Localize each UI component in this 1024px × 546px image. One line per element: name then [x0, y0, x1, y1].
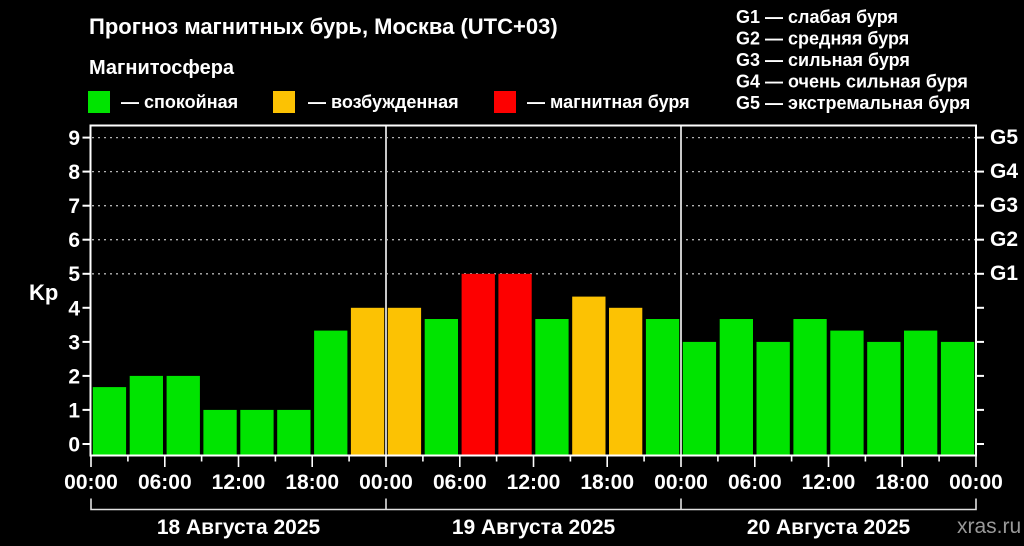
svg-text:5: 5 — [68, 263, 80, 286]
svg-text:— магнитная буря: — магнитная буря — [527, 92, 690, 112]
svg-text:06:00: 06:00 — [728, 471, 782, 494]
svg-text:Kp: Kp — [29, 280, 58, 305]
svg-text:0: 0 — [68, 434, 80, 457]
svg-text:06:00: 06:00 — [433, 471, 487, 494]
svg-text:18 Августа 2025: 18 Августа 2025 — [157, 516, 321, 539]
svg-text:2: 2 — [68, 365, 80, 388]
svg-text:12:00: 12:00 — [507, 471, 561, 494]
svg-text:— спокойная: — спокойная — [121, 92, 238, 112]
svg-text:— возбужденная: — возбужденная — [308, 92, 459, 112]
svg-text:12:00: 12:00 — [802, 471, 856, 494]
svg-text:00:00: 00:00 — [359, 471, 413, 494]
svg-text:7: 7 — [68, 195, 80, 218]
svg-text:00:00: 00:00 — [64, 471, 118, 494]
svg-text:G1 — слабая буря: G1 — слабая буря — [736, 7, 898, 27]
svg-text:G2: G2 — [990, 228, 1018, 251]
svg-text:1: 1 — [68, 399, 80, 422]
svg-text:8: 8 — [68, 161, 80, 184]
svg-text:G3 — сильная буря: G3 — сильная буря — [736, 50, 910, 70]
svg-text:G1: G1 — [990, 262, 1018, 285]
svg-text:G4: G4 — [990, 160, 1018, 183]
svg-text:Прогноз магнитных бурь, Москва: Прогноз магнитных бурь, Москва (UTC+03) — [89, 14, 558, 39]
svg-text:9: 9 — [68, 127, 80, 150]
svg-text:00:00: 00:00 — [949, 471, 1003, 494]
svg-text:18:00: 18:00 — [285, 471, 339, 494]
svg-text:06:00: 06:00 — [138, 471, 192, 494]
svg-text:xras.ru: xras.ru — [957, 515, 1021, 538]
svg-text:3: 3 — [68, 331, 80, 354]
svg-text:18:00: 18:00 — [580, 471, 634, 494]
svg-text:12:00: 12:00 — [212, 471, 266, 494]
svg-text:6: 6 — [68, 229, 80, 252]
svg-text:G4 — очень сильная буря: G4 — очень сильная буря — [736, 72, 968, 92]
svg-text:Магнитосфера: Магнитосфера — [89, 57, 235, 79]
svg-text:00:00: 00:00 — [654, 471, 708, 494]
svg-text:20 Августа 2025: 20 Августа 2025 — [747, 516, 911, 539]
svg-text:G2 — средняя буря: G2 — средняя буря — [736, 29, 909, 49]
svg-text:4: 4 — [68, 297, 80, 320]
svg-text:G5: G5 — [990, 126, 1018, 149]
svg-text:19 Августа 2025: 19 Августа 2025 — [452, 516, 616, 539]
svg-text:G3: G3 — [990, 194, 1018, 217]
svg-text:G5 — экстремальная буря: G5 — экстремальная буря — [736, 93, 970, 113]
svg-text:18:00: 18:00 — [875, 471, 929, 494]
